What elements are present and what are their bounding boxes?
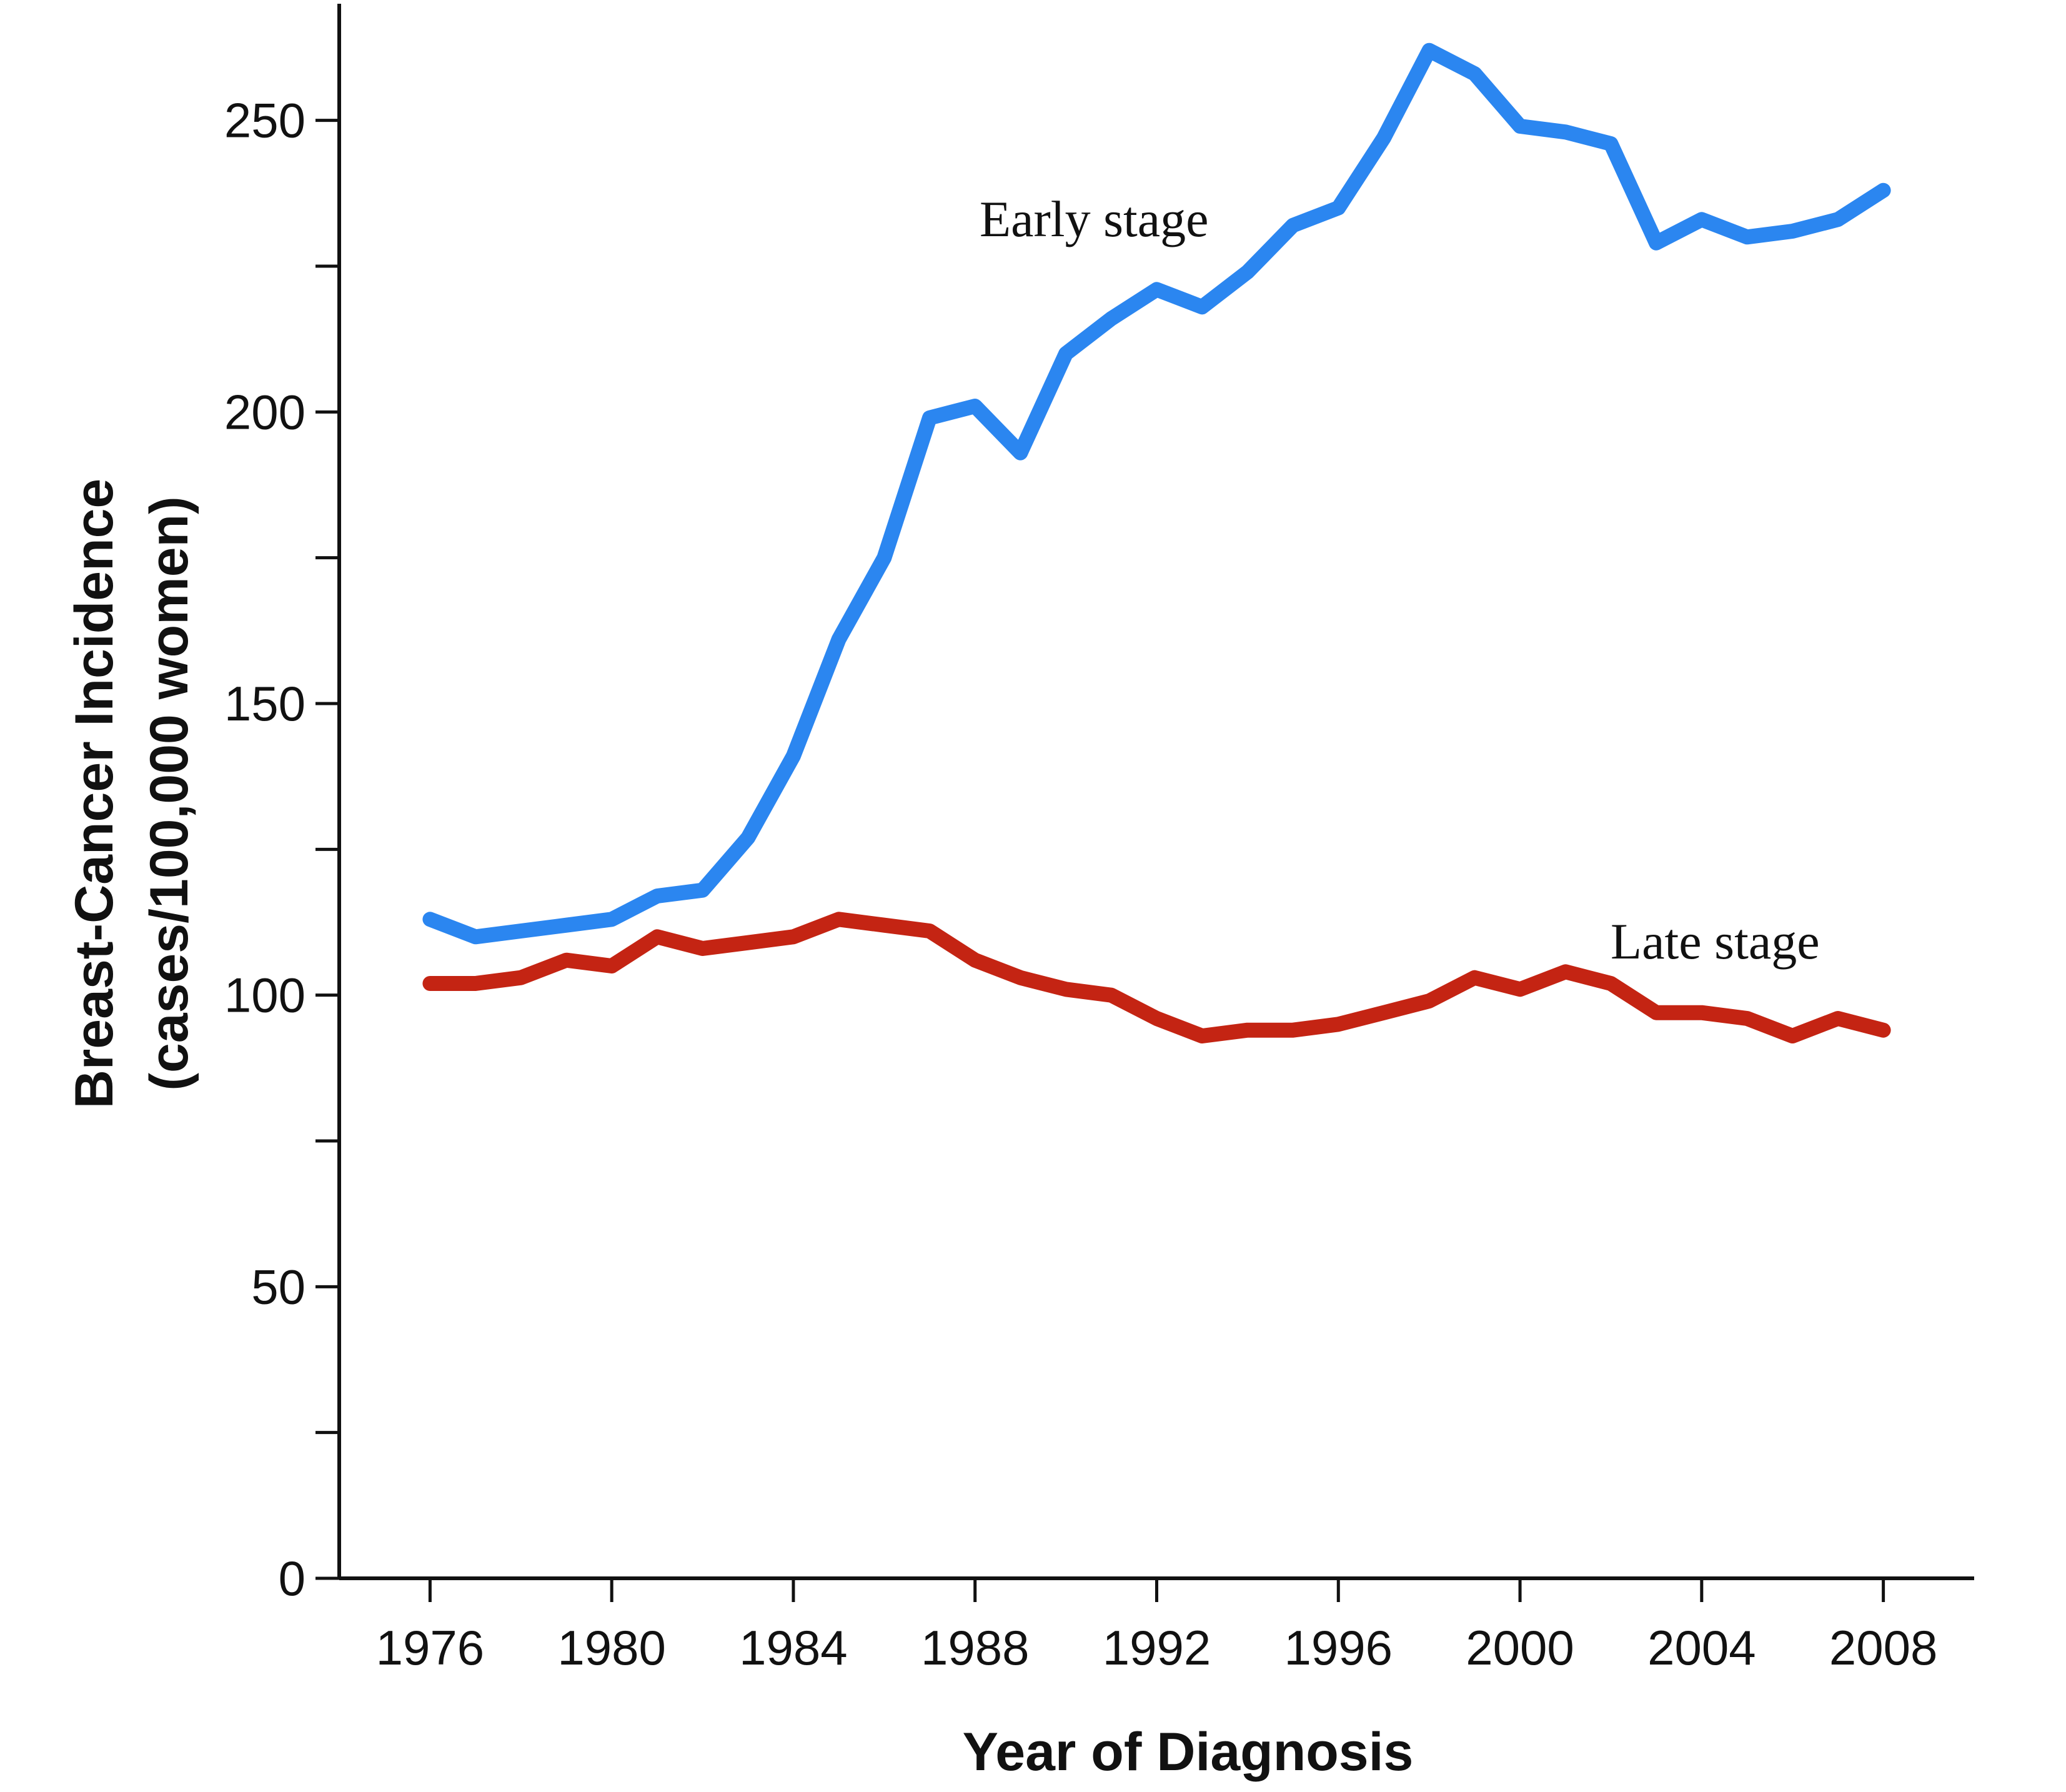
x-tick-label-2000: 2000: [1466, 1620, 1574, 1675]
x-tick-label-1988: 1988: [921, 1620, 1030, 1675]
ticks-layer: 0 50 100 150 200 250 1976 1980 1984 1988 1992 1996 2…: [224, 93, 1938, 1675]
y-tick-label-100: 100: [224, 968, 305, 1023]
y-axis-title-line2: (cases/100,000 women): [139, 496, 199, 1090]
x-tick-label-1992: 1992: [1103, 1620, 1211, 1675]
y-tick-label-0: 0: [279, 1551, 305, 1606]
series-label-late-stage: Late stage: [1611, 913, 1820, 970]
x-axis-title: Year of Diagnosis: [963, 1722, 1414, 1782]
y-tick-label-250: 250: [224, 93, 305, 148]
series-layer: [422, 42, 1891, 1043]
y-tick-label-150: 150: [224, 676, 305, 731]
series-label-early-stage: Early stage: [980, 191, 1209, 247]
x-tick-label-1980: 1980: [557, 1620, 666, 1675]
series-line-late-stage: [422, 912, 1891, 1043]
y-axis-title-line1: Breast-Cancer Incidence: [64, 479, 124, 1109]
series-line-early-stage: [422, 42, 1891, 945]
x-tick-label-2008: 2008: [1829, 1620, 1938, 1675]
x-tick-label-2004: 2004: [1647, 1620, 1756, 1675]
y-tick-label-200: 200: [224, 384, 305, 439]
x-tick-label-1996: 1996: [1284, 1620, 1393, 1675]
y-axis-title: Breast-Cancer Incidence (cases/100,000 w…: [64, 479, 199, 1109]
y-tick-label-50: 50: [251, 1259, 305, 1314]
x-tick-label-1984: 1984: [739, 1620, 848, 1675]
x-tick-label-1976: 1976: [376, 1620, 485, 1675]
